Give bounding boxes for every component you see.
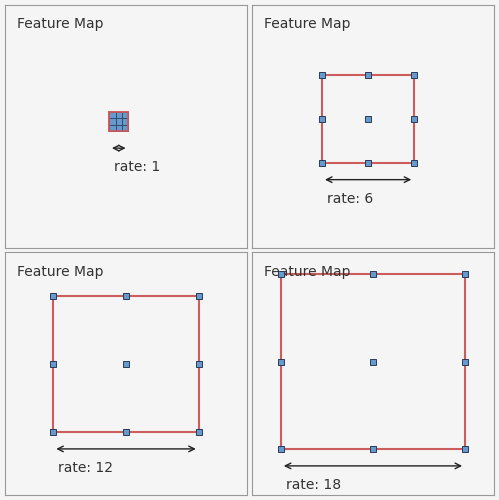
Bar <box>281 274 465 449</box>
Bar <box>122 124 128 131</box>
Bar <box>109 112 128 131</box>
Bar <box>322 76 414 162</box>
Text: rate: 1: rate: 1 <box>114 160 160 174</box>
Text: rate: 12: rate: 12 <box>58 461 113 475</box>
Bar <box>109 112 128 131</box>
Bar <box>109 112 116 118</box>
Text: rate: 18: rate: 18 <box>286 478 341 492</box>
Text: Feature Map: Feature Map <box>17 17 104 31</box>
Bar <box>116 118 122 124</box>
Bar <box>122 118 128 124</box>
Text: rate: 6: rate: 6 <box>327 192 373 206</box>
Text: Feature Map: Feature Map <box>17 264 104 278</box>
Text: Feature Map: Feature Map <box>264 264 350 278</box>
Bar <box>53 296 199 432</box>
Bar <box>122 112 128 118</box>
Text: Feature Map: Feature Map <box>264 17 350 31</box>
Bar <box>116 124 122 131</box>
Bar <box>109 124 116 131</box>
Bar <box>109 118 116 124</box>
Bar <box>116 112 122 118</box>
